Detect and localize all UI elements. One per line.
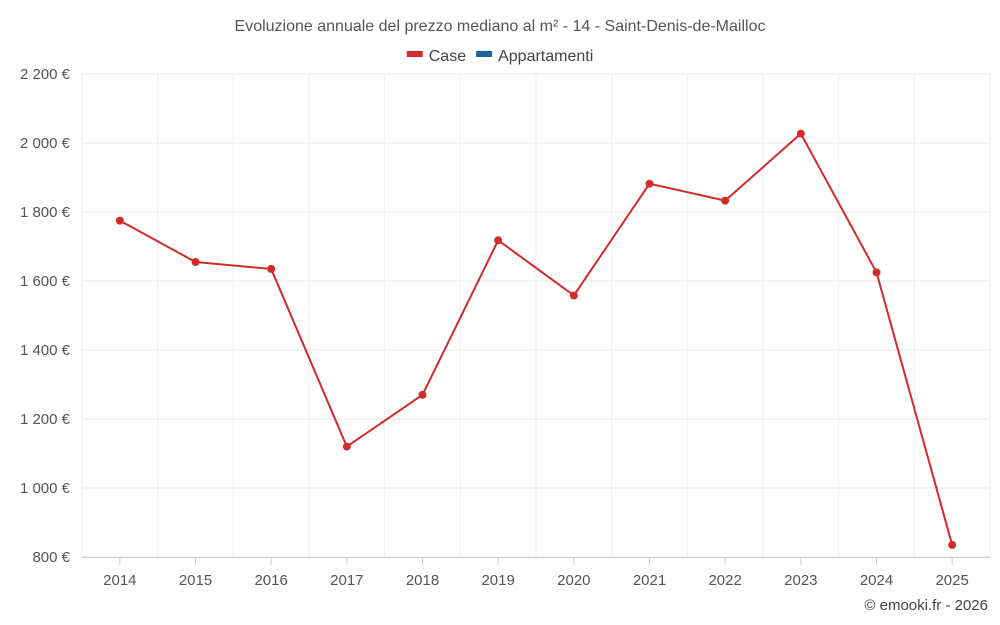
legend-label: Case	[429, 48, 466, 65]
data-point-2017[interactable]	[342, 442, 351, 451]
y-axis: 800 € 1 000 € 1 200 € 1 400 € 1 600 € 1 800 €…	[20, 66, 71, 566]
data-point-2023[interactable]	[796, 129, 805, 138]
x-tick-label: 2018	[406, 572, 439, 589]
x-tick-label: 2017	[330, 572, 363, 589]
series-line	[119, 132, 954, 546]
data-point-2021[interactable]	[645, 179, 654, 188]
y-tick-label: 1 600 €	[20, 273, 71, 290]
x-axis: 2014 2015 2016 2017 2018 2019 2020 2021 2022 2023…	[82, 557, 990, 589]
series-case	[115, 129, 957, 549]
y-tick-label: 2 000 €	[20, 135, 71, 152]
legend-swatch	[406, 51, 423, 57]
x-tick-label: 2025	[935, 572, 968, 589]
data-point-2015[interactable]	[191, 258, 200, 267]
y-tick-label: 1 800 €	[20, 204, 71, 221]
legend-item-appartamenti[interactable]: Appartamenti	[476, 48, 593, 65]
y-tick-label: 1 400 €	[20, 342, 71, 359]
x-tick-label: 2014	[103, 572, 136, 589]
data-point-2016[interactable]	[267, 264, 276, 273]
x-tick-label: 2021	[633, 572, 666, 589]
x-tick-label: 2020	[557, 572, 590, 589]
data-point-2020[interactable]	[569, 291, 578, 300]
data-point-2018[interactable]	[418, 390, 427, 399]
y-tick-label: 2 200 €	[20, 66, 71, 83]
data-point-2024[interactable]	[872, 268, 881, 277]
chart-title: Evoluzione annuale del prezzo mediano al…	[235, 18, 766, 35]
x-tick-label: 2024	[860, 572, 893, 589]
y-tick-label: 1 000 €	[20, 480, 71, 497]
x-tick-label: 2023	[784, 572, 817, 589]
legend-swatch	[476, 51, 493, 57]
x-tick-label: 2015	[179, 572, 212, 589]
y-tick-label: 800 €	[32, 549, 70, 566]
gridlines	[81, 73, 991, 558]
x-tick-label: 2022	[708, 572, 741, 589]
series-layer	[115, 129, 957, 549]
y-tick-label: 1 200 €	[20, 411, 71, 428]
legend-item-case[interactable]: Case	[406, 48, 466, 65]
legend: Case Appartamenti	[406, 48, 593, 65]
data-point-2019[interactable]	[494, 236, 503, 245]
data-point-2022[interactable]	[721, 196, 730, 205]
x-tick-label: 2019	[481, 572, 514, 589]
data-point-2014[interactable]	[115, 216, 124, 225]
legend-label: Appartamenti	[498, 48, 593, 65]
credit-text: © emooki.fr - 2026	[864, 597, 988, 614]
x-tick-label: 2016	[254, 572, 287, 589]
data-point-2025[interactable]	[948, 540, 957, 549]
